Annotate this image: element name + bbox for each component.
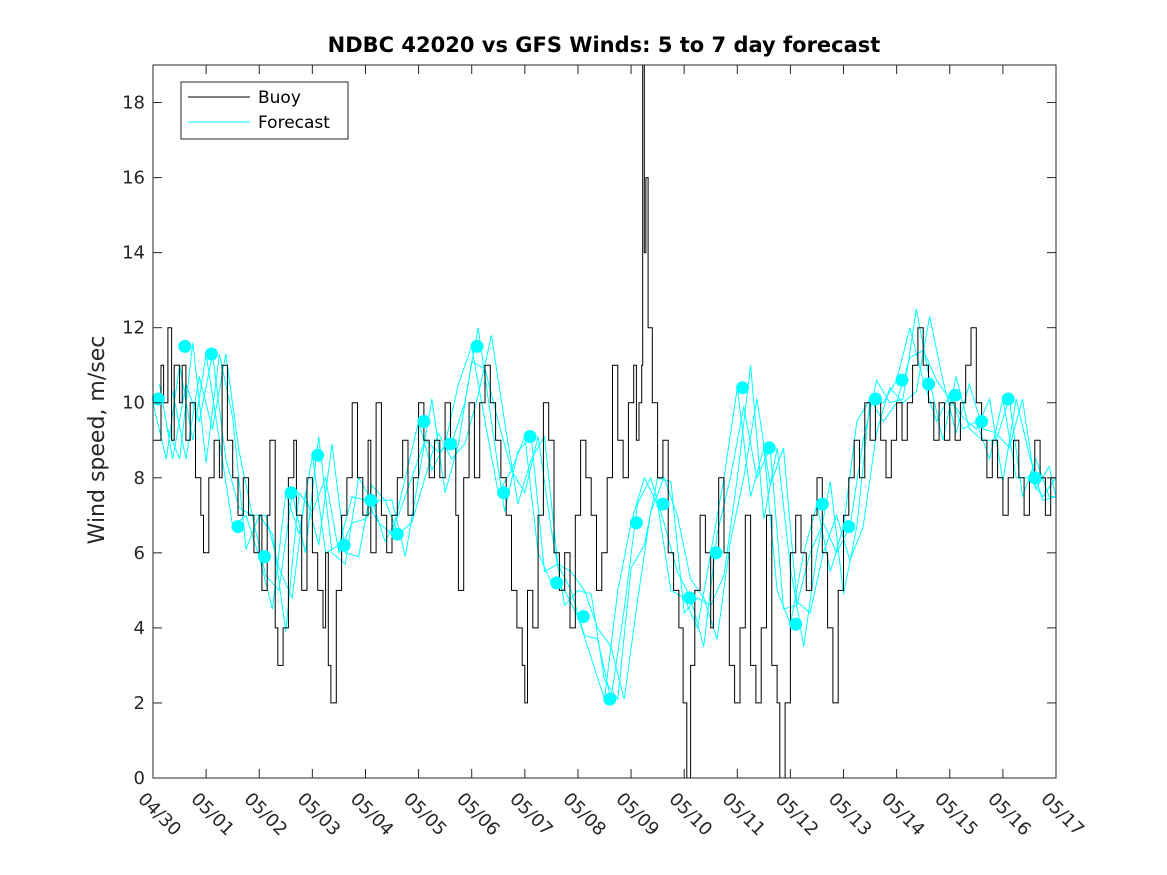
y-tick-label: 16 [122, 168, 145, 189]
plot-area: 04/30 05/01 05/02 05/03 05/04 05/05 05/06 05/07… [122, 64, 1088, 841]
x-tick-label: 05/10 [665, 789, 717, 841]
forecast-marker [842, 520, 856, 534]
legend-label-forecast: Forecast [258, 113, 330, 133]
x-tick-label: 05/05 [399, 789, 451, 841]
x-tick-label: 05/08 [558, 789, 610, 841]
x-tick-label: 05/16 [983, 789, 1035, 841]
forecast-marker [868, 392, 882, 406]
forecast-marker [789, 617, 803, 631]
forecast-marker [948, 388, 962, 402]
forecast-marker [975, 415, 989, 428]
forecast-marker [629, 516, 643, 530]
forecast-marker [1001, 392, 1015, 406]
x-tick-label: 05/11 [718, 789, 770, 841]
forecast-marker [683, 591, 696, 605]
x-tick-label: 05/15 [930, 789, 982, 841]
legend: Buoy Forecast [180, 81, 349, 140]
x-tick-label: 05/12 [771, 789, 823, 841]
forecast-marker [523, 430, 537, 443]
forecast-marker [656, 497, 670, 511]
forecast-marker [736, 381, 750, 395]
forecast-marker [550, 576, 564, 590]
x-tick-label: 05/14 [877, 789, 929, 841]
y-tick-label: 14 [122, 243, 145, 264]
y-tick-label: 8 [134, 468, 145, 489]
forecast-marker [284, 486, 298, 500]
forecast-marker [576, 610, 590, 624]
forecast-marker [815, 497, 829, 511]
y-axis: 0 2 4 6 8 10 12 14 16 18 [122, 93, 1056, 789]
x-tick-label: 05/09 [612, 789, 664, 841]
y-tick-label: 18 [122, 93, 145, 114]
forecast-marker [364, 493, 378, 507]
chart-title: NDBC 42020 vs GFS Winds: 5 to 7 day fore… [328, 33, 881, 57]
forecast-marker [709, 546, 723, 560]
legend-box [180, 81, 349, 140]
forecast-marker [497, 486, 511, 500]
x-tick-label: 05/01 [187, 789, 239, 841]
y-tick-label: 4 [134, 618, 145, 639]
forecast-marker [417, 415, 431, 428]
forecast-marker [337, 538, 351, 552]
x-tick-label: 05/03 [293, 789, 345, 841]
plot-frame [152, 64, 1057, 779]
forecast-marker [603, 692, 617, 706]
y-tick-label: 6 [134, 543, 145, 564]
legend-label-buoy: Buoy [258, 88, 301, 108]
forecast-marker-group [151, 339, 1042, 706]
x-tick-label: 05/06 [452, 789, 504, 841]
forecast-line [172, 316, 1057, 700]
forecast-marker [178, 339, 192, 353]
x-tick-label: 05/02 [240, 789, 292, 841]
forecast-marker [444, 437, 457, 451]
y-tick-label: 12 [122, 318, 145, 339]
forecast-marker [1028, 471, 1042, 485]
forecast-marker [204, 347, 218, 361]
forecast-marker [231, 520, 245, 534]
forecast-marker [390, 527, 404, 541]
forecast-marker [895, 373, 909, 387]
forecast-marker [258, 550, 271, 564]
forecast-marker [470, 339, 484, 353]
forecast-line [165, 342, 1057, 701]
buoy-series [153, 64, 1056, 779]
x-tick-label: 05/07 [505, 789, 557, 841]
x-tick-label: 05/17 [1036, 789, 1088, 841]
plot-background [153, 65, 1056, 778]
y-axis-label: Wind speed, m/sec [85, 336, 110, 545]
x-tick-label: 05/13 [824, 789, 876, 841]
buoy-line [153, 64, 1056, 779]
y-tick-label: 2 [134, 693, 145, 714]
forecast-marker [922, 377, 935, 391]
forecast-marker [311, 448, 325, 462]
forecast-marker [762, 441, 776, 455]
forecast-marker [151, 392, 165, 406]
x-tick-label: 04/30 [133, 789, 185, 841]
y-tick-label: 0 [134, 768, 145, 789]
x-tick-label: 05/04 [346, 789, 398, 841]
y-tick-label: 10 [122, 393, 145, 414]
